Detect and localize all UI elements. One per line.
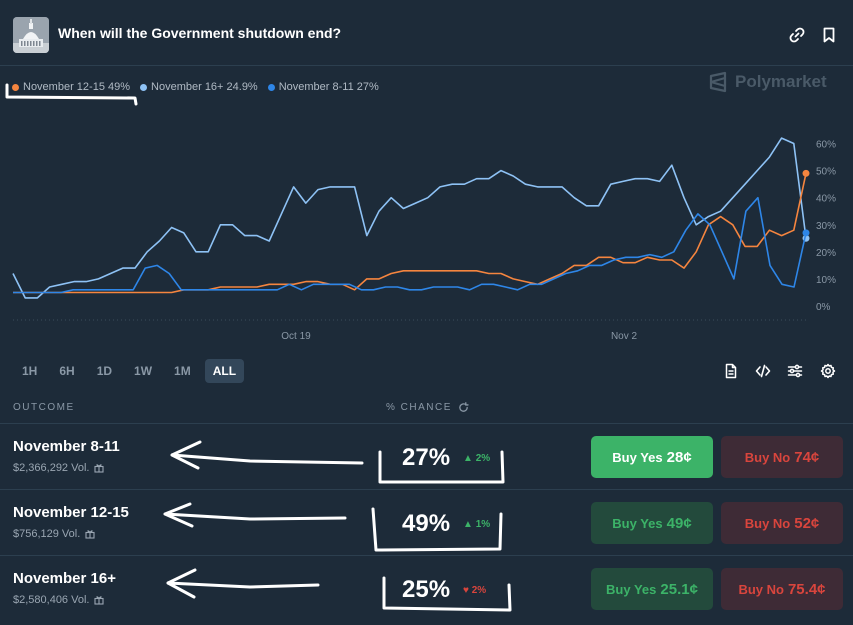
legend-item: November 8-11 27%	[267, 81, 379, 93]
embed-code-icon[interactable]	[755, 363, 771, 379]
volume-text: $2,580,406 Vol.	[13, 594, 90, 606]
range-button-6h[interactable]: 6H	[59, 364, 75, 378]
gift-icon[interactable]	[94, 595, 105, 605]
buy-no-button[interactable]: Buy No 74¢	[721, 436, 843, 478]
y-tick-label: 50%	[816, 167, 836, 178]
sliders-icon[interactable]	[787, 363, 803, 379]
delta-up-icon: ▲	[463, 519, 473, 530]
buy-yes-label: Buy Yes	[612, 449, 663, 465]
chart-legend: November 12-15 49% November 16+ 24.9% No…	[12, 81, 379, 93]
outcome-volume: $2,366,292 Vol.	[13, 462, 105, 474]
series-line	[12, 137, 807, 299]
y-tick-label: 20%	[816, 248, 836, 259]
y-tick-label: 0%	[816, 302, 831, 313]
price-chart-svg[interactable]: 60% 50% 40% 30% 20% 10% 0% Oct 19 Nov 2	[0, 120, 853, 350]
series-end-point	[802, 229, 810, 237]
buy-yes-label: Buy Yes	[612, 515, 663, 531]
buy-yes-button[interactable]: Buy Yes 49¢	[591, 502, 713, 544]
legend-label: November 8-11 27%	[278, 81, 379, 93]
link-icon[interactable]	[788, 26, 806, 44]
legend-dot	[267, 83, 275, 91]
range-button-1m[interactable]: 1M	[174, 364, 191, 378]
chance-delta: ♥ 2%	[463, 585, 486, 596]
outcome-name: November 16+	[13, 570, 116, 587]
polymarket-logo-icon	[709, 71, 727, 93]
chance-header-label: % CHANCE	[386, 402, 452, 413]
capitol-building-icon	[13, 17, 49, 53]
chance-column-header: % CHANCE	[386, 402, 469, 413]
price-chart[interactable]: 60% 50% 40% 30% 20% 10% 0% Oct 19 Nov 2	[0, 120, 853, 350]
range-button-1w[interactable]: 1W	[134, 364, 153, 378]
buy-no-button[interactable]: Buy No 52¢	[721, 502, 843, 544]
series-line	[13, 196, 807, 294]
outcome-row[interactable]: November 16+ $2,580,406 Vol. 25% ♥ 2% Bu…	[0, 555, 853, 621]
legend-dot	[12, 83, 19, 91]
outcome-chance: 25%	[402, 576, 451, 603]
market-title: When will the Government shutdown end?	[58, 25, 342, 41]
buy-yes-label: Buy Yes	[606, 581, 657, 597]
legend-item: November 16+ 24.9%	[140, 81, 258, 93]
delta-down-icon: ♥	[463, 585, 469, 596]
y-tick-label: 30%	[816, 221, 836, 232]
settings-gear-icon[interactable]	[820, 363, 836, 379]
buy-no-price: 75.4¢	[787, 580, 826, 598]
outcome-volume: $756,129 Vol.	[13, 528, 95, 540]
buy-yes-button[interactable]: Buy Yes 28¢	[591, 436, 713, 478]
series-end-point	[802, 169, 810, 177]
buy-no-button[interactable]: Buy No 75.4¢	[721, 568, 843, 610]
buy-no-label: Buy No	[744, 515, 791, 531]
range-button-all[interactable]: ALL	[204, 359, 245, 383]
volume-text: $756,129 Vol.	[13, 528, 81, 540]
range-button-1h[interactable]: 1H	[22, 364, 38, 378]
gift-icon[interactable]	[85, 529, 95, 539]
outcome-name: November 8-11	[13, 438, 120, 455]
outcome-volume: $2,580,406 Vol.	[13, 594, 105, 606]
bookmark-icon[interactable]	[820, 26, 838, 44]
buy-no-label: Buy No	[744, 449, 791, 465]
delta-value: 2%	[471, 585, 487, 596]
range-button-1d[interactable]: 1D	[96, 364, 113, 378]
brand-name: Polymarket	[735, 72, 827, 91]
legend-label: November 16+ 24.9%	[151, 81, 258, 93]
refresh-icon[interactable]	[458, 402, 469, 413]
document-icon[interactable]	[723, 363, 739, 379]
market-header: When will the Government shutdown end?	[0, 0, 853, 66]
buy-no-price: 52¢	[794, 514, 820, 532]
gift-icon[interactable]	[94, 463, 105, 473]
outcome-chance: 27%	[402, 444, 451, 471]
legend-dot	[140, 83, 148, 91]
legend-label: November 12-15 49%	[23, 81, 131, 93]
delta-up-icon: ▲	[463, 453, 473, 464]
time-range-selector: 1H 6H 1D 1W 1M ALL	[14, 359, 245, 383]
legend-item: November 12-15 49%	[12, 81, 130, 93]
x-tick-label: Oct 19	[281, 331, 311, 342]
buy-no-label: Buy No	[738, 581, 784, 597]
x-tick-label: Nov 2	[611, 331, 638, 342]
outcome-name: November 12-15	[13, 504, 129, 521]
volume-text: $2,366,292 Vol.	[13, 462, 90, 474]
delta-value: 2%	[475, 453, 491, 464]
y-tick-label: 10%	[816, 275, 836, 286]
outcome-row[interactable]: November 12-15 $756,129 Vol. 49% ▲ 1% Bu…	[0, 489, 853, 555]
delta-value: 1%	[475, 519, 491, 530]
buy-no-price: 74¢	[794, 448, 820, 466]
chance-delta: ▲ 2%	[463, 453, 490, 464]
y-tick-label: 60%	[816, 140, 836, 151]
outcome-chance: 49%	[402, 510, 451, 537]
polymarket-watermark: Polymarket	[707, 71, 827, 93]
buy-yes-price: 28¢	[666, 448, 692, 466]
chance-delta: ▲ 1%	[463, 519, 490, 530]
y-tick-label: 40%	[816, 194, 836, 205]
buy-yes-price: 25.1¢	[660, 580, 698, 598]
buy-yes-price: 49¢	[666, 514, 692, 532]
outcome-row[interactable]: November 8-11 $2,366,292 Vol. 27% ▲ 2% B…	[0, 423, 853, 489]
series-line	[13, 173, 807, 294]
outcome-column-header: OUTCOME	[13, 402, 75, 413]
buy-yes-button[interactable]: Buy Yes 25.1¢	[591, 568, 713, 610]
